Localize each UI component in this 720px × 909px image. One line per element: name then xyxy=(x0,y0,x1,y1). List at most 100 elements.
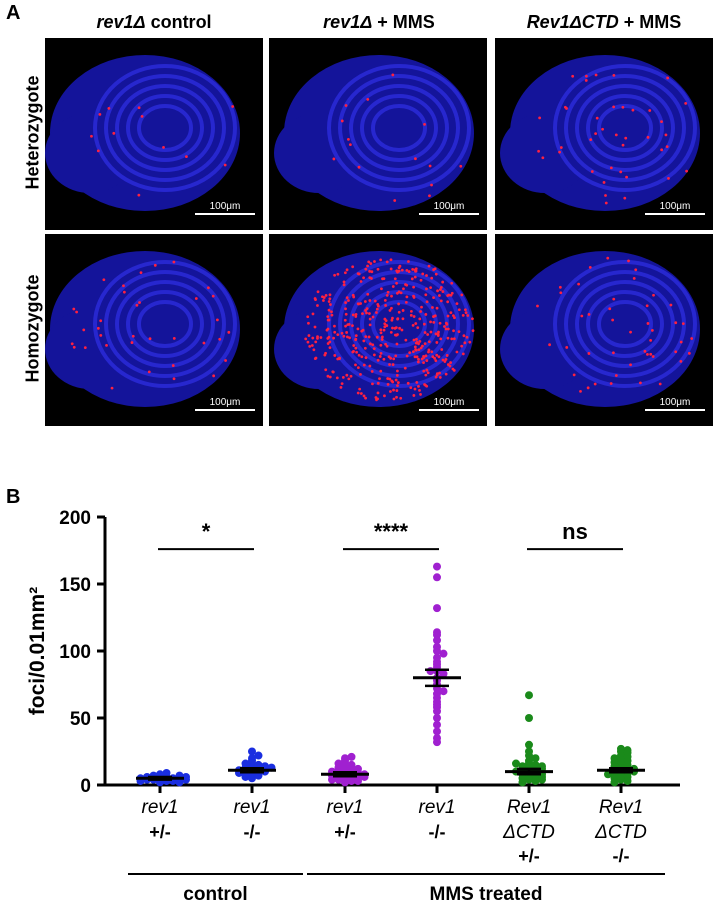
foci-spot xyxy=(352,349,355,353)
foci-spot xyxy=(362,339,366,343)
foci-spot xyxy=(408,351,412,355)
foci-spot xyxy=(450,337,454,341)
foci-spot xyxy=(329,303,332,306)
foci-spot xyxy=(384,342,388,346)
foci-spot xyxy=(359,280,363,283)
foci-spot xyxy=(379,258,383,262)
foci-spot xyxy=(345,296,349,300)
foci-spot xyxy=(584,74,588,78)
foci-spot xyxy=(434,359,438,363)
y-tick-label: 0 xyxy=(80,776,91,797)
data-point xyxy=(354,764,362,773)
foci-spot xyxy=(664,133,668,137)
foci-spot xyxy=(419,393,422,396)
foci-spot xyxy=(625,175,628,179)
foci-spot xyxy=(382,277,386,281)
foci-spot xyxy=(138,301,141,304)
foci-spot xyxy=(162,146,165,149)
tissue-fold xyxy=(126,94,204,162)
foci-spot xyxy=(347,138,350,141)
scale-bar: 100μm xyxy=(419,201,479,215)
foci-spot xyxy=(414,322,418,325)
foci-spot xyxy=(380,338,384,341)
foci-spot xyxy=(400,328,404,332)
foci-spot xyxy=(423,342,427,346)
foci-spot xyxy=(379,328,383,332)
y-axis-label: foci/0.01mm² xyxy=(26,587,49,715)
scale-bar-label: 100μm xyxy=(209,397,241,408)
foci-spot xyxy=(373,299,377,303)
foci-spot xyxy=(435,306,439,310)
foci-spot xyxy=(587,352,591,355)
foci-spot xyxy=(441,290,445,293)
foci-spot xyxy=(563,105,567,109)
foci-spot xyxy=(405,268,409,272)
foci-spot xyxy=(354,315,358,318)
foci-spot xyxy=(419,278,423,282)
foci-spot xyxy=(322,299,325,302)
foci-spot xyxy=(422,369,426,373)
foci-spot xyxy=(394,378,398,382)
foci-spot xyxy=(429,320,432,324)
foci-spot xyxy=(98,112,102,116)
foci-spot xyxy=(361,312,364,315)
foci-spot xyxy=(436,289,439,293)
x-category-genotype: -/- xyxy=(613,846,630,866)
foci-spot xyxy=(434,375,438,379)
foci-spot xyxy=(379,331,383,335)
x-category-genotype: +/- xyxy=(334,822,356,842)
foci-spot xyxy=(328,375,332,379)
foci-spot xyxy=(443,360,447,363)
foci-spot xyxy=(135,303,139,307)
foci-spot xyxy=(416,360,420,364)
data-point xyxy=(241,772,250,781)
foci-spot xyxy=(674,321,678,325)
foci-spot xyxy=(577,282,581,286)
foci-spot xyxy=(667,176,670,180)
foci-spot xyxy=(371,315,375,319)
foci-spot xyxy=(357,165,361,169)
foci-spot xyxy=(439,285,443,289)
foci-spot xyxy=(445,322,449,326)
foci-spot xyxy=(356,391,360,395)
tile-rev1dctd-mms-hom: 100μm xyxy=(495,234,713,426)
foci-spot xyxy=(327,335,331,339)
foci-spot xyxy=(343,318,347,322)
foci-spot xyxy=(412,315,416,318)
foci-spot xyxy=(331,370,335,374)
foci-spot xyxy=(327,300,331,303)
foci-spot xyxy=(396,333,399,336)
foci-spot xyxy=(417,348,421,352)
foci-spot xyxy=(395,269,399,273)
foci-spot xyxy=(621,143,625,147)
foci-spot xyxy=(428,164,432,168)
foci-spot xyxy=(362,394,366,398)
foci-spot xyxy=(590,170,594,173)
foci-spot xyxy=(407,260,410,263)
foci-spot xyxy=(332,336,336,340)
foci-spot xyxy=(666,76,670,80)
foci-spot xyxy=(418,340,422,343)
scale-bar: 100μm xyxy=(195,201,255,215)
foci-spot xyxy=(397,310,401,314)
foci-spot xyxy=(681,322,685,326)
tissue-fold xyxy=(349,84,449,172)
foci-spot xyxy=(433,314,437,318)
foci-spot xyxy=(336,333,340,337)
foci-spot xyxy=(669,303,673,307)
foci-spot xyxy=(383,298,387,302)
foci-spot xyxy=(342,334,346,338)
foci-spot xyxy=(425,368,429,372)
column-header-genotype: rev1Δ xyxy=(96,12,146,32)
foci-spot xyxy=(326,327,330,331)
foci-spot xyxy=(401,317,405,321)
foci-spot xyxy=(461,313,465,317)
foci-spot xyxy=(185,155,188,158)
foci-spot xyxy=(345,268,349,272)
foci-spot xyxy=(354,346,358,350)
foci-spot xyxy=(579,389,582,393)
foci-spot xyxy=(417,357,420,361)
foci-spot xyxy=(368,342,372,346)
foci-spot xyxy=(368,323,372,327)
foci-spot xyxy=(354,363,357,367)
